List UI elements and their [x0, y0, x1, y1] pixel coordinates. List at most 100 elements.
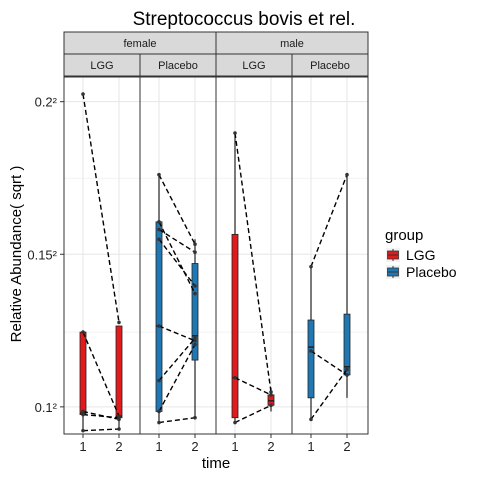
data-point [157, 378, 161, 383]
panel-border [291, 76, 369, 435]
data-point [81, 428, 85, 433]
paired-line [158, 174, 196, 245]
paired-line [310, 369, 348, 420]
legend-title: group [385, 227, 423, 244]
box-iqr [231, 233, 239, 419]
strip-male-label: male [280, 38, 304, 50]
chart-title: Streptococcus bovis et rel. [133, 9, 356, 30]
box-female-Placebo-t2 [191, 239, 199, 418]
data-point [117, 320, 121, 325]
data-point [157, 409, 161, 414]
paired-line [158, 417, 196, 424]
paired-line [82, 428, 120, 432]
panel-background [292, 77, 368, 434]
x-tick-label: 2 [191, 439, 198, 454]
data-point [309, 349, 313, 353]
x-tick-label: 2 [343, 439, 350, 454]
paired-line [158, 221, 196, 294]
x-tick-label: 2 [267, 439, 274, 454]
data-point [193, 338, 197, 343]
legend-key-LGG [386, 248, 400, 262]
data-point [81, 409, 85, 414]
box-iqr [115, 325, 123, 419]
paired-line [82, 410, 120, 420]
paired-line [234, 132, 272, 393]
legend-label-LGG: LGG [406, 247, 436, 263]
data-point [81, 92, 85, 96]
data-point [81, 412, 85, 417]
x-tick-label: 1 [79, 439, 86, 454]
data-point [269, 390, 273, 394]
y-axis-ticks: 0.1² 0.15² 0.2² [27, 95, 64, 415]
data-point [269, 403, 273, 408]
data-point [233, 131, 237, 135]
data-point [117, 415, 121, 420]
x-axis-title: time [202, 455, 230, 472]
paired-line [82, 331, 120, 417]
data-point [309, 264, 313, 269]
y-tick-label: 0.15² [27, 247, 57, 262]
data-point [345, 373, 349, 377]
data-point [309, 417, 313, 422]
panel-background [140, 77, 216, 434]
data-point [157, 172, 161, 177]
data-point [81, 330, 85, 334]
data-point [157, 420, 161, 425]
paired-line [158, 238, 196, 287]
box-female-LGG-t2 [115, 325, 123, 430]
data-point [157, 227, 161, 232]
box-male-LGG-t1 [231, 132, 239, 423]
paired-line [158, 337, 196, 381]
paired-line [310, 350, 348, 376]
data-point [193, 342, 197, 347]
x-tick-label: 1 [155, 439, 162, 454]
strip-male-LGG-label: LGG [242, 60, 265, 72]
panel-background [216, 77, 292, 434]
paired-line [82, 413, 120, 419]
data-point [193, 242, 197, 247]
data-point [193, 284, 197, 288]
paired-line [310, 174, 348, 267]
box-iqr [79, 331, 87, 415]
paired-line [158, 344, 196, 412]
legend-key-Placebo [386, 265, 400, 279]
strip-male-Placebo-bg [291, 53, 369, 77]
box-iqr [191, 263, 199, 361]
strip-female-Placebo-label: Placebo [158, 60, 198, 72]
paired-line [234, 404, 272, 424]
x-tick-label: 2 [115, 439, 122, 454]
paired-line [234, 377, 272, 396]
box-male-Placebo-t1 [307, 266, 315, 420]
data-point [117, 427, 121, 431]
box-iqr [155, 221, 163, 412]
data-point [233, 420, 237, 425]
strip-female-LGG-label: LGG [90, 60, 113, 72]
box-iqr [343, 313, 351, 376]
data-point [345, 172, 349, 177]
data-point [193, 291, 197, 296]
y-tick-label: 0.2² [35, 95, 58, 110]
strip-male-Placebo-label: Placebo [310, 60, 350, 72]
data-point [157, 324, 161, 328]
strip-female-label: female [123, 38, 156, 50]
legend-label-Placebo: Placebo [406, 264, 457, 280]
data-point [345, 367, 349, 372]
box-iqr [307, 319, 315, 399]
data-point [157, 220, 161, 224]
paired-line [82, 93, 120, 323]
data-point [269, 393, 273, 397]
data-point [233, 375, 237, 380]
paired-line [158, 325, 196, 342]
panel-background [64, 77, 140, 434]
data-point [157, 237, 161, 242]
data-point [193, 250, 197, 255]
x-tick-label: 1 [307, 439, 314, 454]
y-axis-title: Relative Abundance( sqrt ) [8, 166, 25, 343]
